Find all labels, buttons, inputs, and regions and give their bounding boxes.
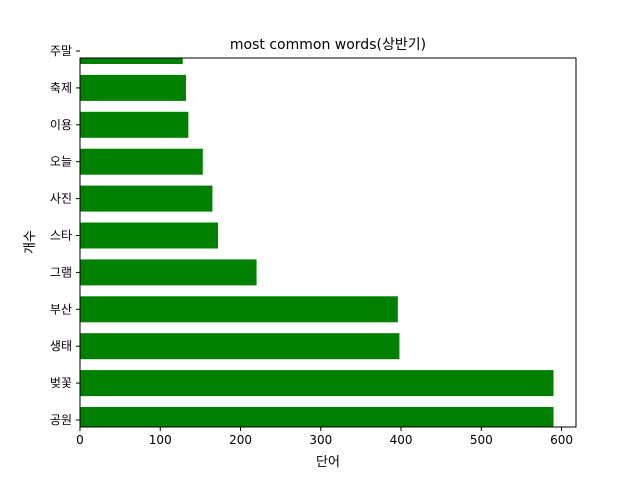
x-tick-label: 300 (309, 433, 332, 447)
bar-그램 (80, 259, 257, 286)
y-tick-label: 축제 (50, 81, 72, 95)
ticks-layer: 공원 벚꽃 생태 부산 그램 스타 사진 오늘 이용 축제 주말 0 100 200 300 400 500 60… (50, 44, 573, 447)
y-tick-label: 공원 (50, 413, 72, 427)
bars-layer (80, 58, 554, 427)
y-axis-label: 개수 (23, 230, 38, 254)
x-axis-label: 단어 (316, 455, 340, 470)
x-tick-label: 500 (470, 433, 493, 447)
bar-공원 (80, 407, 554, 427)
y-tick-label: 벚꽃 (50, 376, 72, 390)
bar-스타 (80, 222, 219, 249)
y-tick-label: 사진 (50, 192, 72, 206)
bar-사진 (80, 185, 213, 212)
x-tick-label: 600 (550, 433, 573, 447)
y-tick-label: 그램 (50, 265, 72, 279)
y-tick-label: 주말 (50, 44, 72, 58)
x-tick-label: 0 (76, 433, 84, 447)
bar-축제 (80, 74, 186, 101)
y-tick-label: 부산 (50, 302, 72, 316)
bar-부산 (80, 296, 398, 323)
x-tick-label: 400 (390, 433, 413, 447)
x-tick-label: 100 (149, 433, 172, 447)
bar-생태 (80, 333, 400, 360)
y-tick-label: 이용 (50, 118, 72, 132)
bar-이용 (80, 111, 189, 138)
plot-frame (79, 57, 577, 428)
chart-title: most common words(상반기) (230, 37, 426, 53)
y-tick-label: 생태 (50, 339, 72, 353)
bar-오늘 (80, 148, 203, 175)
bar-주말 (80, 58, 183, 64)
y-tick-label: 스타 (50, 229, 72, 243)
y-tick-label: 오늘 (50, 155, 72, 169)
bar-벚꽃 (80, 370, 554, 397)
x-tick-label: 200 (229, 433, 252, 447)
